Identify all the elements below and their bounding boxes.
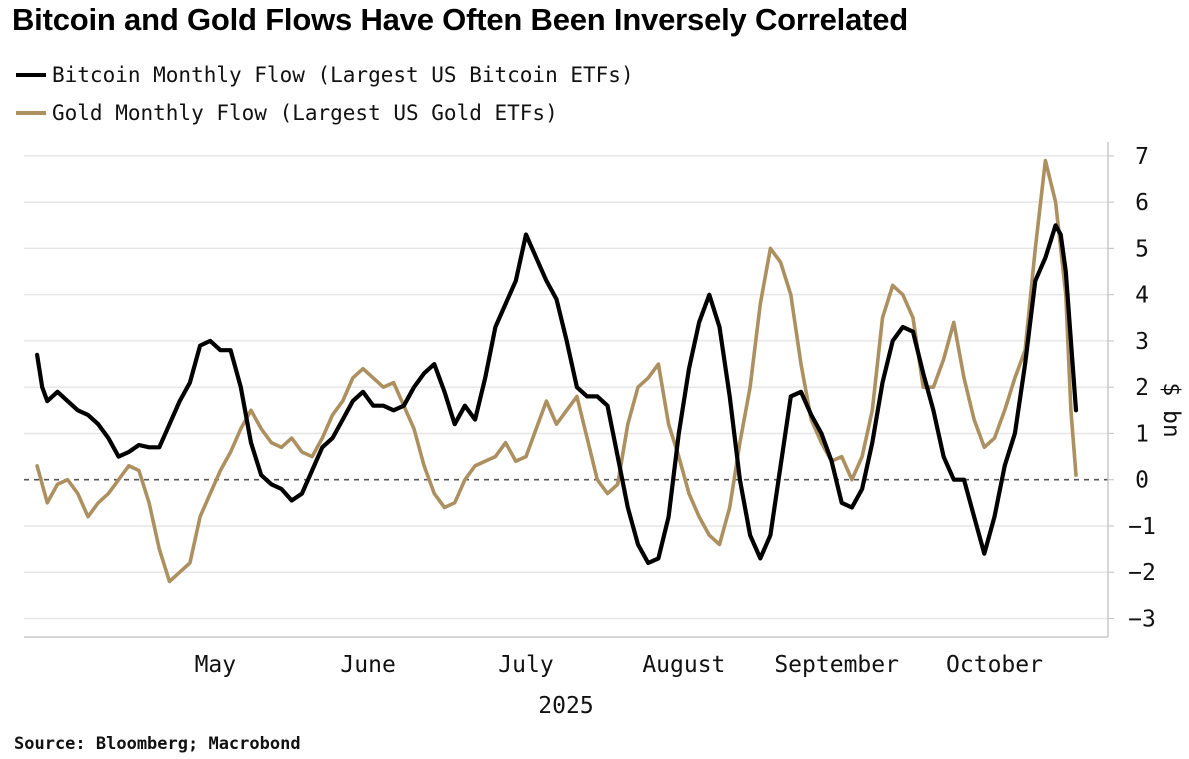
series-line-bitcoin xyxy=(35,223,1079,566)
chart-legend: Bitcoin Monthly Flow (Largest US Bitcoin… xyxy=(16,56,634,132)
y-tick-label: −1 xyxy=(1128,514,1156,540)
axis-labels: −3 −2 −1 0 1 2 3 4 5 6 7 May June July August September… xyxy=(195,144,1184,719)
y-tick-label: 2 xyxy=(1135,375,1149,401)
x-tick-label: July xyxy=(498,652,553,678)
legend-item-bitcoin: Bitcoin Monthly Flow (Largest US Bitcoin… xyxy=(16,56,634,94)
y-tick-label: 7 xyxy=(1135,144,1149,170)
x-tick-label: October xyxy=(946,652,1043,678)
y-tick-label: 5 xyxy=(1135,236,1149,262)
series-line-gold xyxy=(35,158,1078,584)
legend-swatch-bitcoin xyxy=(16,73,46,77)
x-tick-label: September xyxy=(774,652,899,678)
y-axis-label: $ bn xyxy=(1158,382,1184,437)
legend-swatch-gold xyxy=(16,111,46,115)
y-tick-label: 0 xyxy=(1135,468,1149,494)
series-lines xyxy=(35,158,1079,584)
y-tick-label: −3 xyxy=(1128,606,1156,632)
y-tick-label: 1 xyxy=(1135,421,1149,447)
y-tick-label: −2 xyxy=(1128,560,1156,586)
source-note: Source: Bloomberg; Macrobond xyxy=(14,734,301,754)
y-tick-label: 3 xyxy=(1135,329,1149,355)
x-axis-label: 2025 xyxy=(538,693,593,719)
chart-title: Bitcoin and Gold Flows Have Often Been I… xyxy=(12,2,909,37)
x-tick-label: June xyxy=(340,652,395,678)
axes xyxy=(24,142,1114,638)
legend-label-bitcoin: Bitcoin Monthly Flow (Largest US Bitcoin… xyxy=(52,63,634,87)
x-tick-label: May xyxy=(195,652,237,678)
legend-item-gold: Gold Monthly Flow (Largest US Gold ETFs) xyxy=(16,94,634,132)
y-tick-label: 6 xyxy=(1135,190,1149,216)
legend-label-gold: Gold Monthly Flow (Largest US Gold ETFs) xyxy=(52,101,558,125)
y-tick-label: 4 xyxy=(1135,283,1149,309)
x-tick-label: August xyxy=(642,652,725,678)
grid-lines xyxy=(24,155,1108,620)
